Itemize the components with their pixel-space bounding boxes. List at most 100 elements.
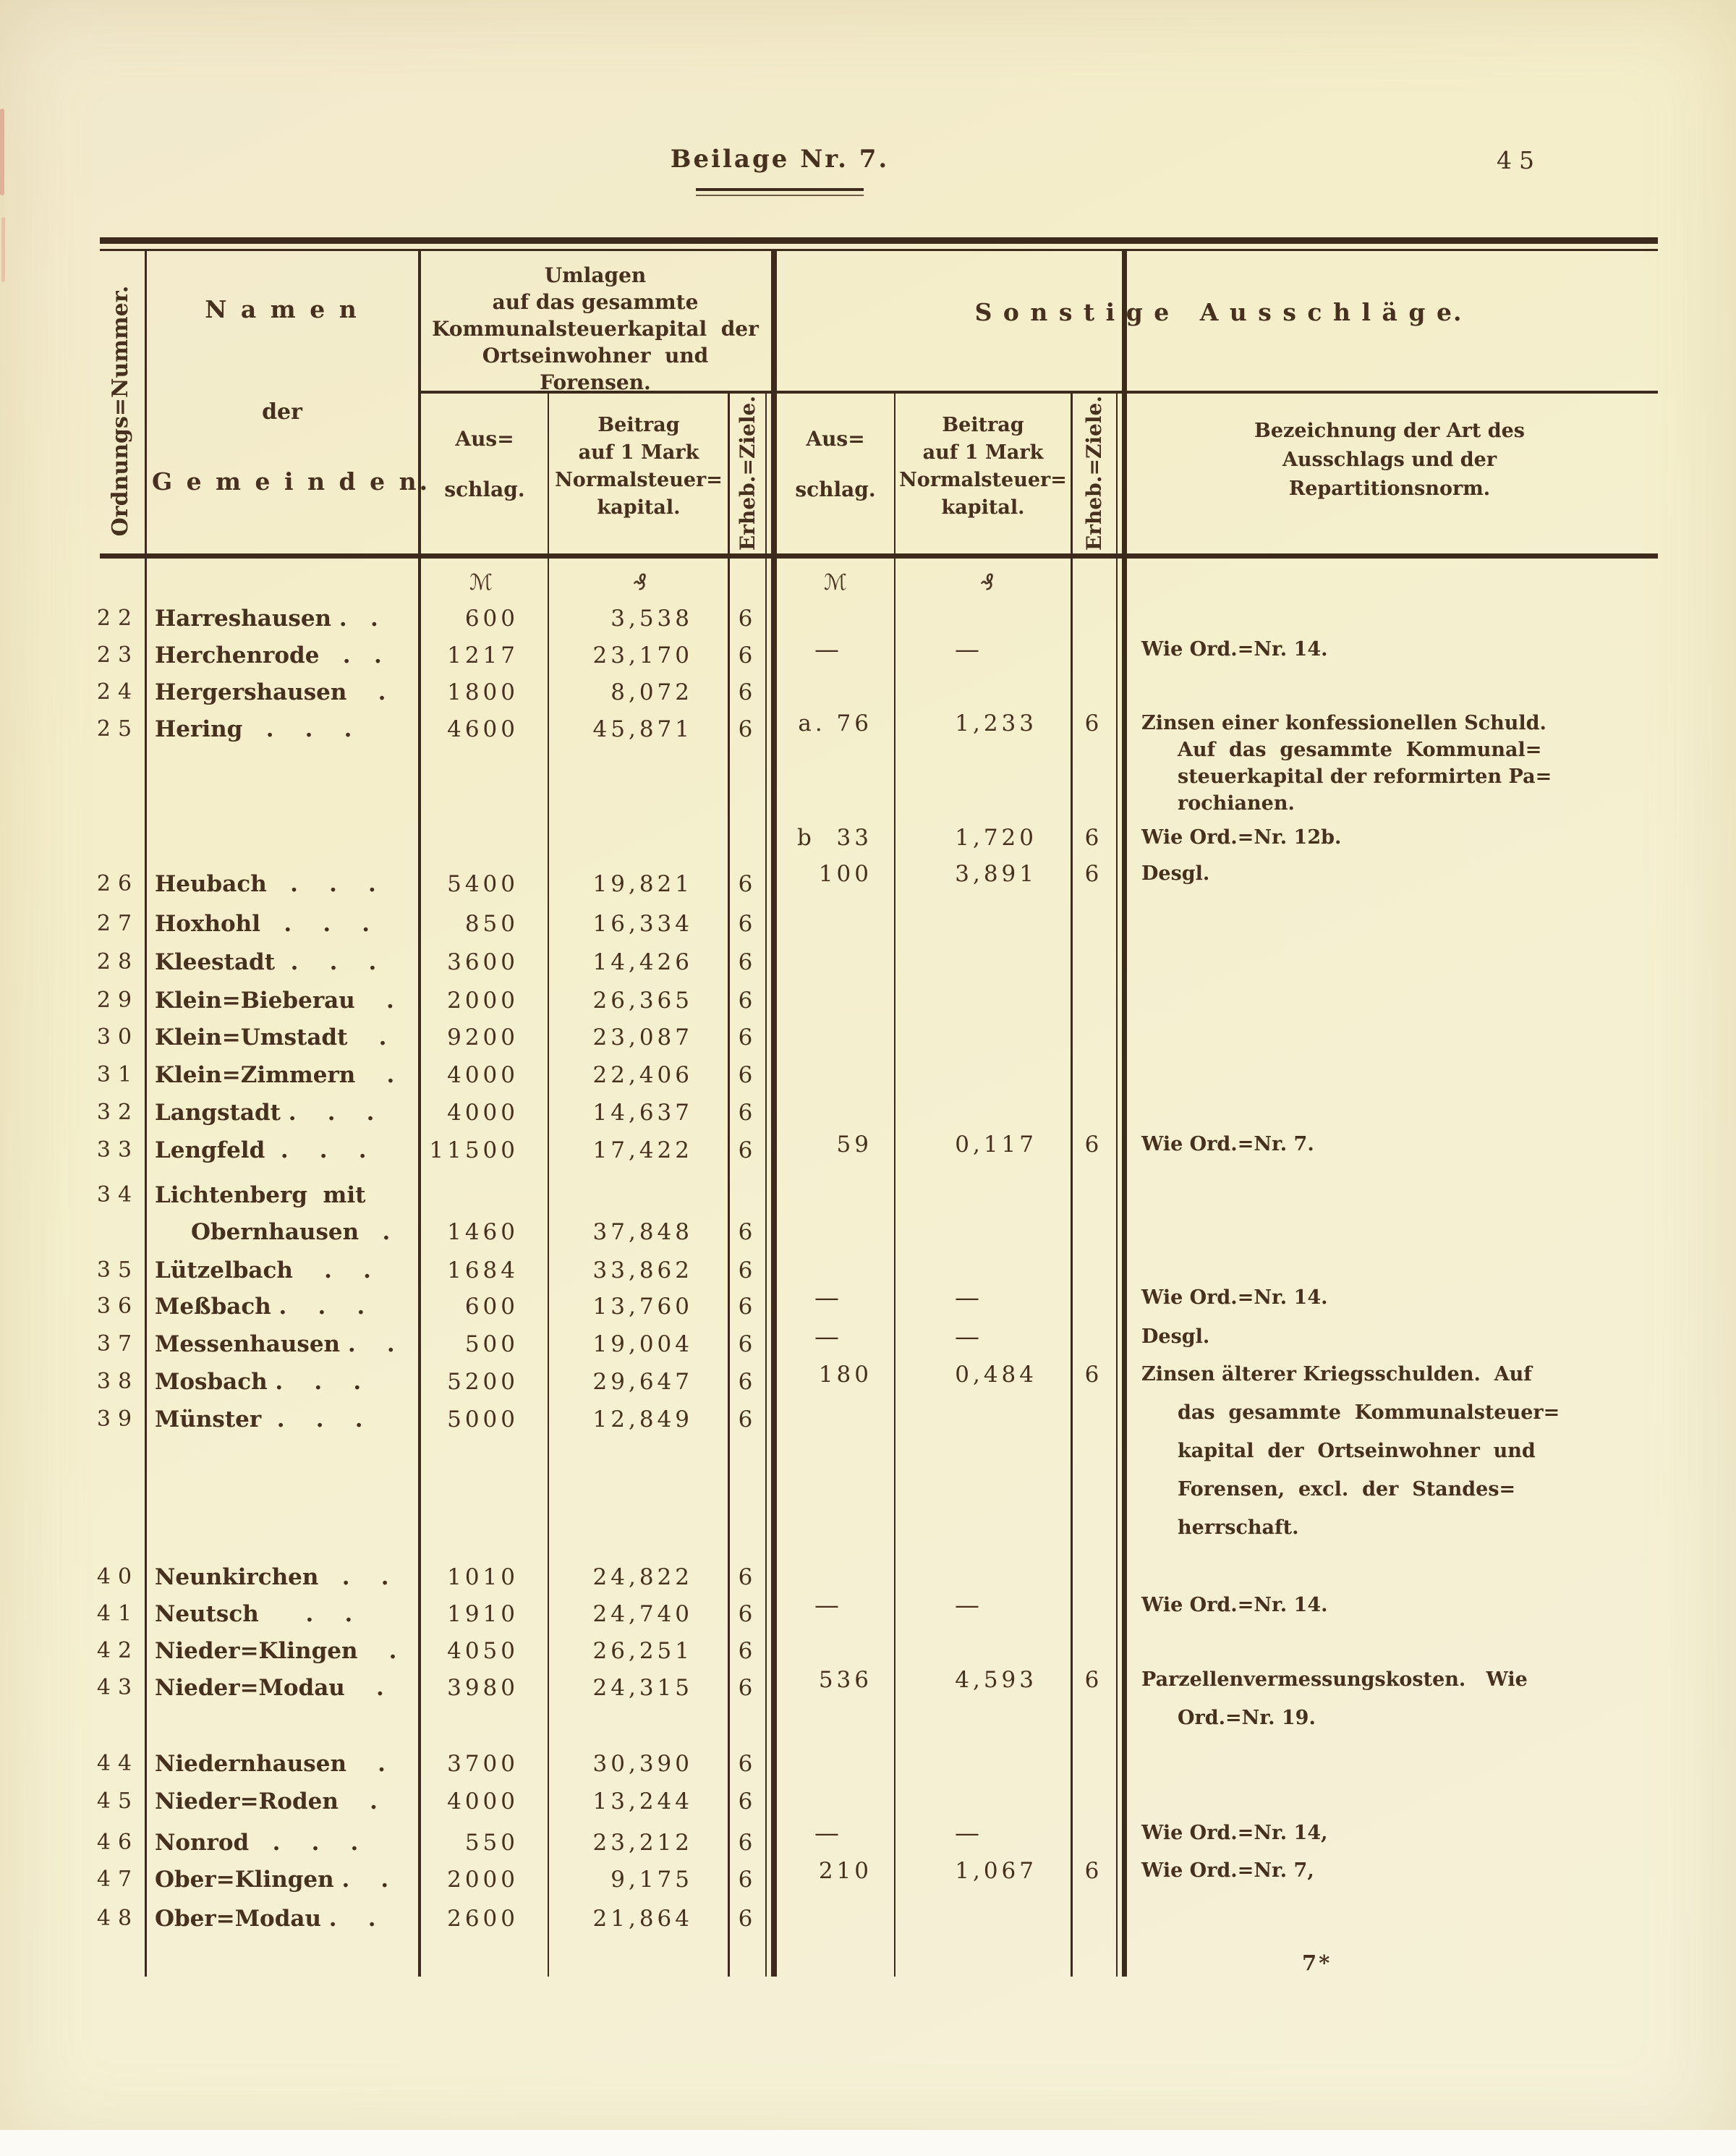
- gemeinde-name: Hering . . .: [155, 716, 352, 742]
- ausschlag-value: 5000: [447, 1406, 519, 1433]
- gemeinde-name: Ober=Klingen . .: [155, 1867, 389, 1893]
- erhebungsziele-value: 6: [738, 1751, 757, 1777]
- column-header-namen-der: der: [262, 399, 302, 425]
- erhebungsziele-value: 6: [738, 1406, 757, 1433]
- erhebungsziele-value: 6: [738, 1788, 757, 1815]
- subheader-ausschlag2: Aus=: [806, 427, 865, 451]
- ausschlag-value: 550: [464, 1830, 519, 1856]
- ausschlag-value: 1460: [447, 1219, 519, 1245]
- erhebungsziele-value: 6: [738, 1062, 757, 1088]
- sonstige-ausschlag-value: —: [814, 1283, 839, 1312]
- row-number: 47: [96, 1867, 140, 1892]
- sonstige-beitrag-value: —: [955, 1819, 979, 1848]
- erhebungsziele-value: 6: [738, 1638, 757, 1664]
- gemeinde-name: Herchenrode . .: [155, 642, 382, 669]
- group-header-umlagen-line: Kommunalsteuerkapital der: [432, 317, 759, 341]
- row-number: 43: [96, 1675, 140, 1700]
- row-number: 32: [96, 1100, 140, 1125]
- row-number: 44: [96, 1751, 140, 1776]
- sonstige-ausschlag-value: 180: [818, 1362, 872, 1388]
- ausschlag-value: 11500: [429, 1137, 519, 1163]
- group-header-sonstige-ausschlaege: S o n s t i g e A u s s c h l ä g e.: [974, 298, 1463, 326]
- row-number: 40: [96, 1564, 140, 1590]
- gemeinde-name: Neunkirchen . .: [155, 1564, 389, 1590]
- erhebungsziele-value: 6: [738, 1906, 757, 1932]
- ausschlag-value: 2000: [447, 988, 519, 1014]
- remark-text: Wie Ord.=Nr. 14.: [1141, 1286, 1328, 1309]
- beitrag-value: 9,175: [610, 1867, 693, 1893]
- erhebungsziele-value: 6: [738, 1100, 757, 1126]
- sonstige-erhebungsziele-value: 6: [1084, 1362, 1103, 1388]
- unit-pfennig-symbol: ₰: [633, 570, 647, 595]
- table-top-rule-thin: [100, 249, 1658, 251]
- sonstige-ausschlag-value: 59: [836, 1132, 872, 1158]
- ausschlag-value: 9200: [447, 1024, 519, 1051]
- row-number: 30: [96, 1024, 140, 1050]
- sonstige-erhebungsziele-value: 6: [1084, 1132, 1103, 1158]
- gemeinde-name: Lichtenberg mit: [155, 1182, 366, 1208]
- gemeinde-name: Nieder=Klingen .: [155, 1638, 397, 1664]
- ausschlag-value: 600: [464, 1294, 519, 1320]
- gemeinde-name: Nieder=Roden .: [155, 1788, 378, 1815]
- sonstige-beitrag-value: —: [955, 1323, 979, 1351]
- remark-text: Auf das gesammte Kommunal=: [1178, 739, 1542, 761]
- beitrag-value: 26,251: [592, 1638, 693, 1664]
- row-number: 36: [96, 1294, 140, 1319]
- ausschlag-value: 1217: [447, 642, 519, 669]
- gemeinde-name: Nonrod . . .: [155, 1830, 359, 1856]
- beitrag-value: 30,390: [592, 1751, 693, 1777]
- erhebungsziele-value: 6: [738, 1331, 757, 1357]
- col-rule-beitrag1: [728, 394, 730, 1977]
- ausschlag-value: 4600: [447, 716, 519, 742]
- remark-text: Forensen, excl. der Standes=: [1178, 1478, 1516, 1501]
- erhebungsziele-value: 6: [738, 1830, 757, 1856]
- col-rule-ausschlag1: [548, 394, 549, 1977]
- remark-text: Desgl.: [1141, 862, 1210, 885]
- sonstige-beitrag-value: 1,067: [955, 1858, 1037, 1884]
- row-number: 23: [96, 642, 140, 668]
- sonstige-ausschlag-value: —: [814, 1819, 839, 1848]
- ausschlag-value: 850: [464, 911, 519, 937]
- sonstige-ausschlag-value: 536: [818, 1667, 872, 1693]
- beitrag-value: 33,862: [592, 1257, 693, 1283]
- col-rule-ausschlag2: [894, 394, 895, 1977]
- row-number: 35: [96, 1257, 140, 1283]
- ausschlag-value: 3600: [447, 949, 519, 975]
- remark-text: Ord.=Nr. 19.: [1178, 1707, 1316, 1729]
- sonstige-ausschlag-value: 100: [818, 861, 872, 887]
- gemeinde-name: Neutsch . .: [155, 1601, 353, 1627]
- ausschlag-value: 4000: [447, 1062, 519, 1088]
- remark-text: Wie Ord.=Nr. 14.: [1141, 1594, 1328, 1616]
- remark-text: Parzellenvermessungskosten. Wie: [1141, 1668, 1528, 1691]
- ausschlag-value: 5200: [447, 1369, 519, 1395]
- gemeinde-name: Nieder=Modau .: [155, 1675, 384, 1701]
- sonstige-beitrag-value: 1,720: [955, 825, 1037, 851]
- subheader-beitrag2: auf 1 Mark: [922, 441, 1044, 464]
- erhebungsziele-value: 6: [738, 1675, 757, 1701]
- subheader-erheb-ziele2: Erheb.=Ziele.: [1081, 395, 1106, 551]
- sonstige-beitrag-value: 3,891: [955, 861, 1037, 887]
- gemeinde-name: Lengfeld . . .: [155, 1137, 367, 1163]
- ausschlag-value: 2600: [447, 1906, 519, 1932]
- row-number: 22: [96, 606, 140, 631]
- row-number: 42: [96, 1638, 140, 1663]
- ausschlag-value: 4000: [447, 1788, 519, 1815]
- remark-text: steuerkapital der reformirten Pa=: [1178, 765, 1552, 788]
- beitrag-value: 19,821: [592, 871, 693, 897]
- beitrag-value: 29,647: [592, 1369, 693, 1395]
- table-top-rule: [100, 237, 1658, 244]
- beitrag-value: 23,087: [592, 1024, 693, 1051]
- remark-text: Wie Ord.=Nr. 14,: [1141, 1822, 1328, 1844]
- gemeinde-name: Klein=Umstadt .: [155, 1024, 387, 1051]
- remark-text: rochianen.: [1178, 792, 1295, 815]
- beitrag-value: 22,406: [592, 1062, 693, 1088]
- column-header-ordnungs-nummer: Ordnungs=Nummer.: [107, 285, 133, 537]
- subheader-erheb-ziele1: Erheb.=Ziele.: [735, 395, 760, 551]
- remark-text: Wie Ord.=Nr. 7,: [1141, 1859, 1314, 1882]
- subheader-bezeichnung: Repartitionsnorm.: [1288, 478, 1491, 500]
- column-header-gemeinden: G e m e i n d e n.: [152, 467, 431, 496]
- sonstige-beitrag-value: 4,593: [955, 1667, 1037, 1693]
- col-rule-name: [418, 251, 421, 1977]
- beitrag-value: 12,849: [592, 1406, 693, 1433]
- beitrag-value: 37,848: [592, 1219, 693, 1245]
